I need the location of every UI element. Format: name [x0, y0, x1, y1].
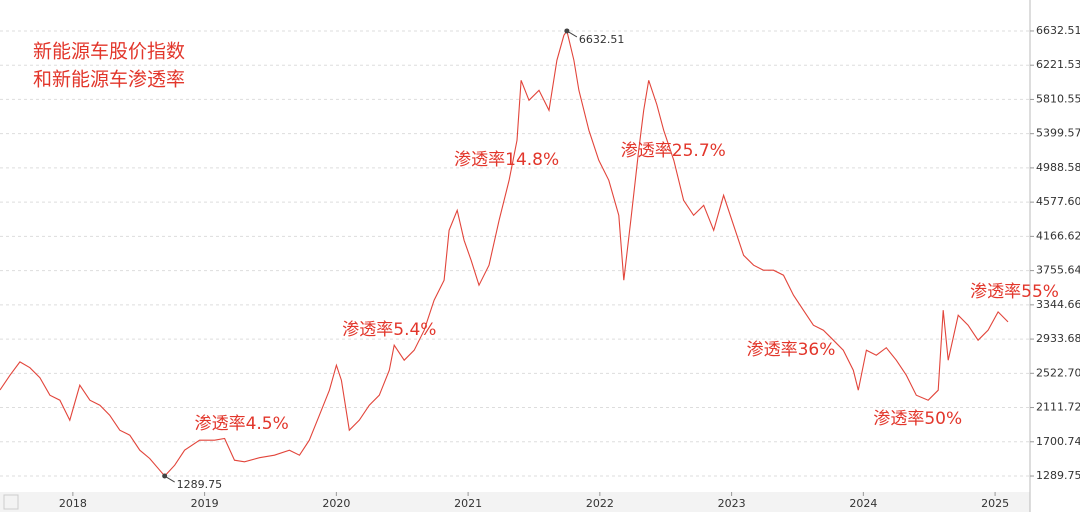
marker-label: 1289.75 [177, 478, 223, 491]
x-tick-label: 2023 [718, 497, 746, 510]
price-line [0, 29, 1009, 477]
y-tick-label: 6221.53 [1036, 58, 1080, 71]
y-tick-label: 4166.62 [1036, 229, 1080, 242]
marker-dot [564, 28, 570, 34]
y-tick-label: 1289.75 [1036, 469, 1080, 482]
chart-subtitle: 和新能源车渗透率 [33, 69, 185, 91]
x-tick-label: 2024 [849, 497, 877, 510]
x-tick-label: 2019 [191, 497, 219, 510]
annotation: 渗透率36% [747, 340, 836, 360]
scroll-handle [3, 494, 19, 510]
annotation: 渗透率14.8% [454, 150, 559, 170]
annotation: 渗透率25.7% [621, 141, 726, 161]
y-tick-label: 4577.60 [1036, 195, 1080, 208]
y-tick-label: 2522.70 [1036, 366, 1080, 379]
y-tick-label: 5399.57 [1036, 127, 1080, 140]
y-tick-label: 1700.74 [1036, 435, 1080, 448]
annotation: 渗透率5.4% [342, 320, 436, 340]
y-tick-label: 3344.66 [1036, 298, 1080, 311]
annotation: 渗透率55% [970, 282, 1059, 302]
y-tick-label: 4988.58 [1036, 161, 1080, 174]
chart-title: 新能源车股价指数 [33, 41, 185, 63]
y-tick-label: 2111.72 [1036, 401, 1080, 414]
marker-label: 6632.51 [579, 33, 625, 46]
annotation: 渗透率4.5% [195, 414, 289, 434]
y-tick-label: 2933.68 [1036, 332, 1080, 345]
x-tick-label: 2021 [454, 497, 482, 510]
x-tick-label: 2020 [322, 497, 350, 510]
x-tick-label: 2018 [59, 497, 87, 510]
x-tick-label: 2025 [981, 497, 1009, 510]
marker-dot [162, 473, 168, 479]
x-axis-bar [0, 492, 1030, 512]
y-tick-label: 5810.55 [1036, 92, 1080, 105]
y-tick-label: 3755.64 [1036, 264, 1080, 277]
annotation: 渗透率50% [873, 409, 962, 429]
x-tick-label: 2022 [586, 497, 614, 510]
y-tick-label: 6632.51 [1036, 24, 1080, 37]
